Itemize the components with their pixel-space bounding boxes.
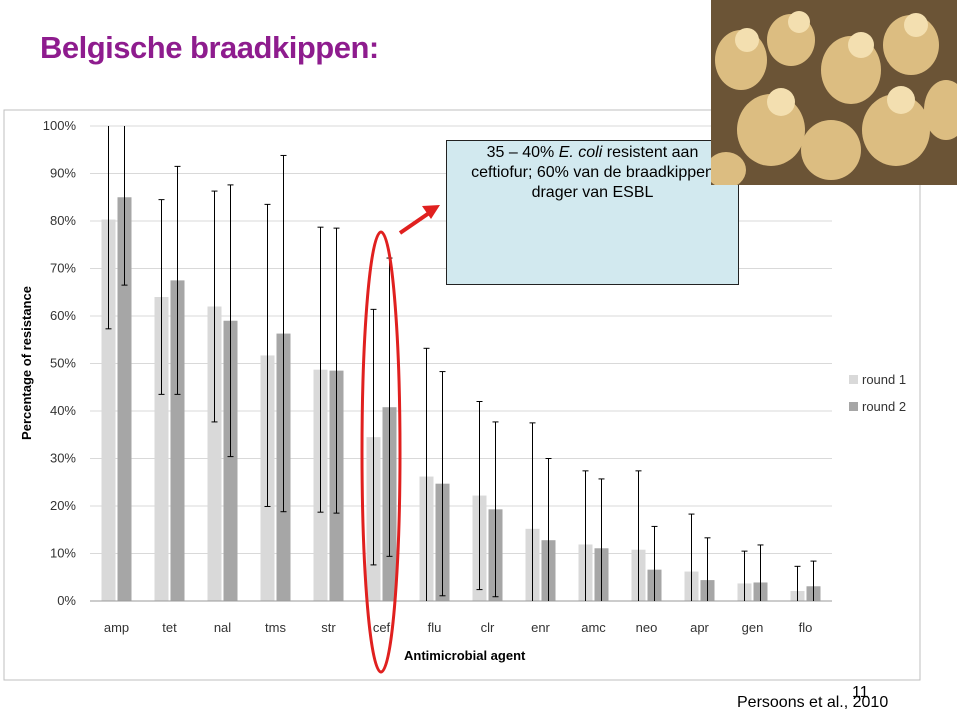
highlight-oval bbox=[360, 230, 402, 674]
bar bbox=[207, 306, 222, 601]
legend-label: round 1 bbox=[862, 372, 906, 387]
callout-text: drager van ESBL bbox=[531, 184, 654, 201]
bar bbox=[101, 219, 116, 601]
y-tick-label: 80% bbox=[50, 213, 76, 228]
bar bbox=[154, 297, 169, 601]
y-tick-label: 50% bbox=[50, 356, 76, 371]
callout-text: ceftiofur; 60% van de braadkippen bbox=[471, 164, 714, 181]
y-tick-label: 10% bbox=[50, 546, 76, 561]
callout-box: 35 – 40% E. coli resistent aan ceftiofur… bbox=[446, 140, 739, 285]
x-tick-label: amp bbox=[104, 620, 129, 635]
y-tick-label: 90% bbox=[50, 166, 76, 181]
y-tick-label: 30% bbox=[50, 451, 76, 466]
chicks-photo bbox=[711, 0, 957, 185]
x-tick-label: str bbox=[321, 620, 336, 635]
callout-text: 35 – 40% bbox=[486, 144, 555, 161]
x-tick-label: tms bbox=[265, 620, 286, 635]
x-tick-label: clr bbox=[481, 620, 495, 635]
x-tick-label: flu bbox=[428, 620, 442, 635]
arrow-head bbox=[422, 205, 440, 219]
x-tick-label: apr bbox=[690, 620, 709, 635]
x-tick-label: nal bbox=[214, 620, 231, 635]
x-axis-label: Antimicrobial agent bbox=[404, 648, 526, 663]
y-tick-label: 60% bbox=[50, 308, 76, 323]
arrow-shaft bbox=[398, 209, 434, 235]
x-tick-label: amc bbox=[581, 620, 606, 635]
y-axis-label: Percentage of resistance bbox=[19, 286, 34, 440]
y-tick-label: 0% bbox=[57, 593, 76, 608]
callout-italic: E. coli bbox=[558, 144, 603, 161]
legend-swatch bbox=[849, 402, 858, 411]
citation: Persoons et al., 2010 bbox=[737, 694, 889, 711]
bar bbox=[117, 197, 132, 601]
bar bbox=[170, 280, 185, 601]
x-tick-label: enr bbox=[531, 620, 550, 635]
y-tick-label: 70% bbox=[50, 261, 76, 276]
legend-label: round 2 bbox=[862, 399, 906, 414]
y-tick-label: 20% bbox=[50, 498, 76, 513]
slide-title: Belgische braadkippen: bbox=[40, 30, 379, 65]
x-tick-label: gen bbox=[742, 620, 764, 635]
callout-text: resistent aan bbox=[606, 144, 699, 161]
page-number: 11 bbox=[852, 684, 869, 701]
y-tick-label: 100% bbox=[43, 118, 77, 133]
legend-swatch bbox=[849, 375, 858, 384]
x-tick-label: cef bbox=[373, 620, 391, 635]
bar bbox=[223, 320, 238, 601]
x-tick-label: tet bbox=[162, 620, 177, 635]
x-tick-label: flo bbox=[799, 620, 813, 635]
x-tick-label: neo bbox=[636, 620, 658, 635]
y-tick-label: 40% bbox=[50, 403, 76, 418]
